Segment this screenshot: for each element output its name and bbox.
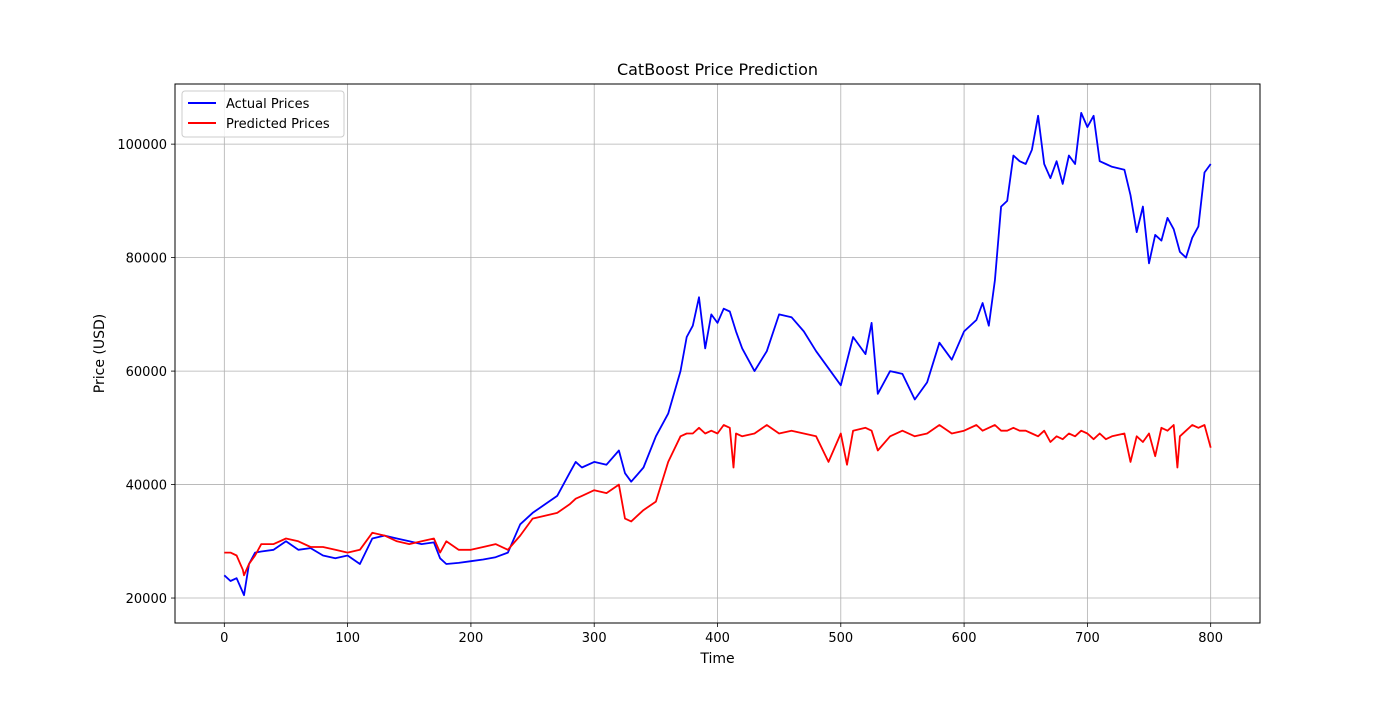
x-axis-label: Time xyxy=(699,651,734,667)
y-tick-label: 60000 xyxy=(126,365,167,380)
legend-label-actual: Actual Prices xyxy=(226,97,310,112)
legend: Actual Prices Predicted Prices xyxy=(181,90,345,138)
x-tick-label: 500 xyxy=(828,631,853,646)
chart-title: CatBoost Price Prediction xyxy=(617,60,818,79)
plot-series xyxy=(223,112,1212,597)
x-tick-label: 200 xyxy=(458,631,483,646)
legend-label-predicted: Predicted Prices xyxy=(226,117,330,132)
y-tick-label: 20000 xyxy=(126,592,167,607)
legend-box xyxy=(181,90,345,138)
grid-lines xyxy=(175,84,1260,623)
y-tick-label: 100000 xyxy=(117,138,167,153)
x-tick-label: 600 xyxy=(952,631,977,646)
series-line-actual xyxy=(223,112,1212,597)
x-tick-label: 0 xyxy=(220,631,228,646)
x-tick-label: 300 xyxy=(582,631,607,646)
x-tick-label: 100 xyxy=(335,631,360,646)
series-line-predicted xyxy=(224,424,1212,577)
y-axis-label: Price (USD) xyxy=(92,314,108,393)
axis-ticks: 0 100 200 300 400 500 600 700 800 20000 40000 60000… xyxy=(117,138,1223,646)
x-tick-label: 800 xyxy=(1198,631,1223,646)
y-tick-label: 40000 xyxy=(126,479,167,494)
y-tick-label: 80000 xyxy=(126,252,167,267)
x-tick-label: 400 xyxy=(705,631,730,646)
x-tick-label: 700 xyxy=(1075,631,1100,646)
